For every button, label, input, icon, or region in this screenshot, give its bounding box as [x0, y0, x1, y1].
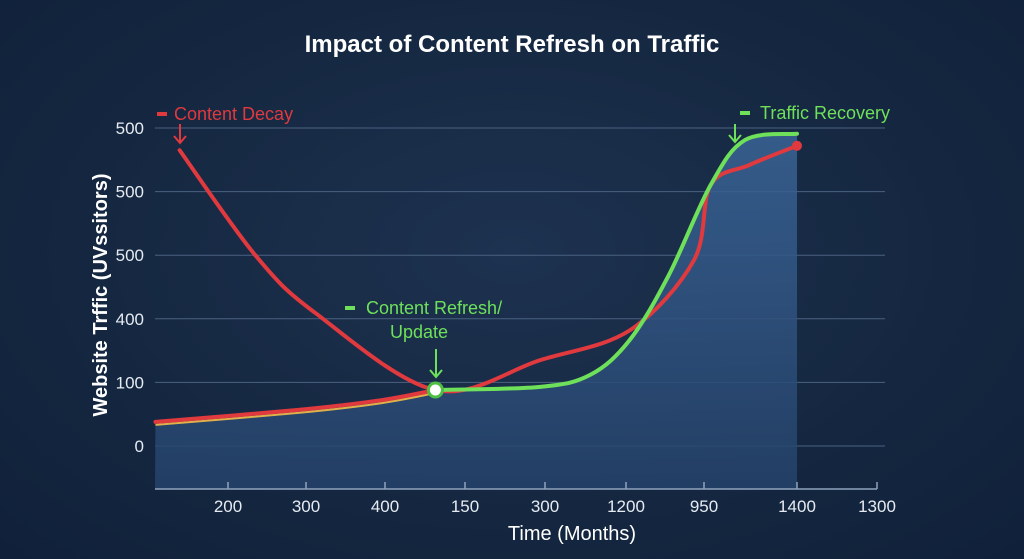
legend-dash-icon — [740, 111, 750, 115]
annotation-traffic-recovery: Traffic Recovery — [728, 103, 890, 144]
y-tick-label: 100 — [116, 373, 144, 392]
annotation-label: Content Decay — [174, 104, 293, 124]
annotation-label: Content Refresh/ — [366, 298, 502, 318]
y-tick-label: 500 — [116, 119, 144, 138]
x-tick-label: 1300 — [858, 497, 896, 516]
x-tick-label: 300 — [531, 497, 559, 516]
legend-dash-icon — [345, 306, 355, 310]
y-axis-label: Website Trffic (UVssitors) — [90, 173, 112, 416]
series-line-traffic-recovery — [433, 131, 799, 393]
x-tick-label: 1200 — [607, 497, 645, 516]
x-tick-label: 200 — [214, 497, 242, 516]
refresh-point-marker — [426, 381, 444, 399]
y-tick-label: 500 — [116, 246, 144, 265]
x-axis-label: Time (Months) — [508, 523, 636, 545]
annotation-content-decay: Content Decay — [157, 104, 293, 145]
series-line-baseline — [153, 388, 438, 424]
chart-title: Impact of Content Refresh on Traffic — [305, 31, 720, 58]
x-tick-label: 150 — [451, 497, 479, 516]
series-baseline-shadow — [155, 392, 436, 426]
legend-dash-icon — [157, 112, 167, 116]
annotation-label: Traffic Recovery — [760, 103, 890, 123]
x-tick-label: 400 — [371, 497, 399, 516]
x-tick-label: 950 — [690, 497, 718, 516]
x-tick-label: 1400 — [778, 497, 816, 516]
y-tick-label: 500 — [116, 183, 144, 202]
y-tick-label: 400 — [116, 310, 144, 329]
x-tick-label: 300 — [292, 497, 320, 516]
annotation-content-refresh: Content Refresh/ Update — [345, 298, 502, 379]
area-fill — [155, 133, 797, 489]
annotation-label-line2: Update — [390, 322, 448, 342]
arrow-down-icon — [728, 124, 742, 144]
arrow-down-icon — [429, 349, 443, 379]
y-tick-label: 0 — [135, 437, 144, 456]
arrow-down-icon — [173, 124, 187, 145]
end-point-marker — [792, 140, 802, 151]
